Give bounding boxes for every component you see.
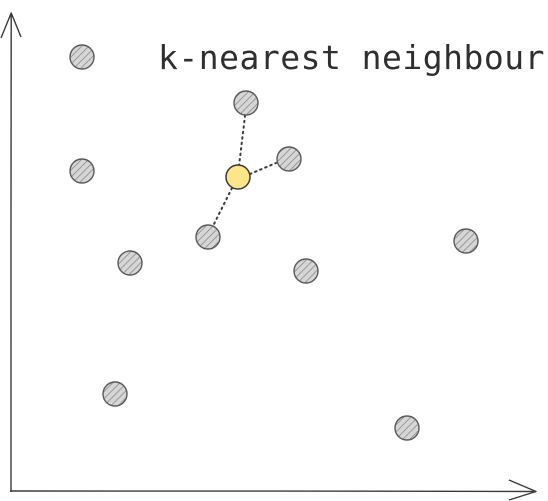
neighbour-point bbox=[195, 224, 221, 250]
data-point bbox=[117, 250, 143, 276]
neighbour-links bbox=[212, 115, 277, 227]
data-point bbox=[453, 228, 479, 254]
neighbour-point bbox=[276, 146, 302, 172]
neighbour-point bbox=[233, 90, 259, 116]
axes bbox=[0, 12, 537, 501]
x-axis bbox=[9, 490, 537, 493]
data-point bbox=[293, 258, 319, 284]
link-to-neighbour-right bbox=[249, 162, 277, 175]
data-point bbox=[102, 381, 128, 407]
link-to-neighbour-bottom bbox=[212, 187, 233, 227]
data-point bbox=[69, 158, 95, 184]
data-point bbox=[394, 415, 420, 441]
y-axis-arrowhead bbox=[0, 12, 22, 39]
data-point bbox=[69, 44, 95, 70]
link-to-neighbour-top bbox=[238, 115, 246, 167]
x-axis-arrowhead bbox=[508, 479, 537, 501]
diagram-title: k-nearest neighbours bbox=[158, 38, 548, 77]
data-points bbox=[69, 44, 479, 441]
query-point bbox=[225, 164, 251, 190]
